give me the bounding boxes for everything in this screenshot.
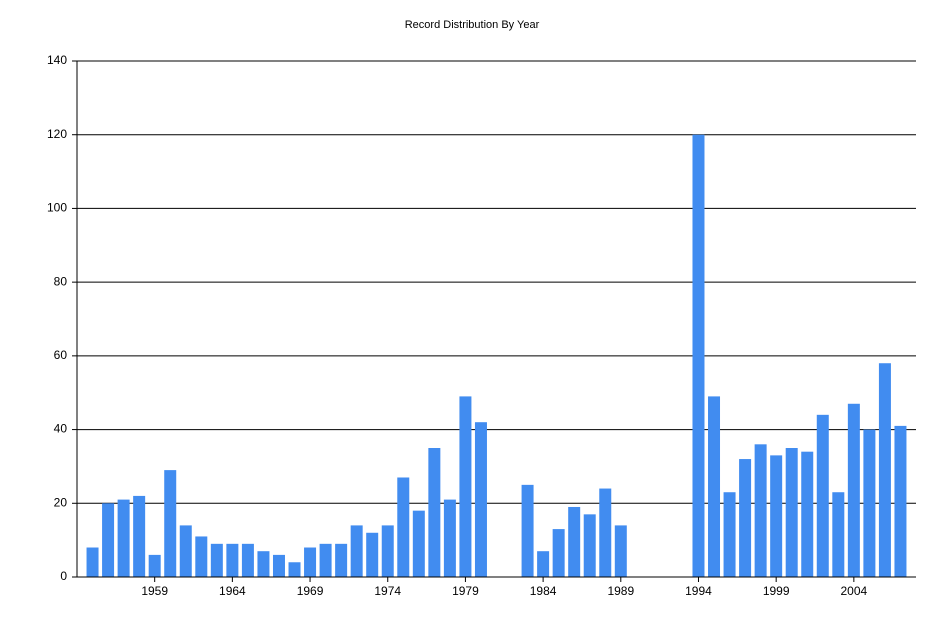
bar [552, 529, 565, 577]
y-tick-label: 40 [54, 422, 68, 436]
bar [319, 543, 332, 577]
x-tick-label: 1999 [763, 584, 790, 598]
bar [723, 492, 736, 577]
x-tick-label: 1979 [452, 584, 479, 598]
bar [614, 525, 627, 577]
bar [288, 562, 301, 577]
bar [739, 459, 752, 577]
bar [568, 506, 581, 577]
bar [708, 396, 721, 577]
x-tick-label: 2004 [841, 584, 868, 598]
y-tick-label: 60 [54, 348, 68, 362]
x-tick-label: 1984 [530, 584, 557, 598]
bar [847, 403, 860, 577]
y-tick-label: 100 [47, 201, 67, 215]
bar [583, 514, 596, 577]
bar [381, 525, 394, 577]
bar [521, 484, 534, 577]
bar [785, 448, 798, 577]
bar [397, 477, 410, 577]
bar [210, 543, 223, 577]
y-tick-label: 120 [47, 127, 67, 141]
y-tick-label: 20 [54, 495, 68, 509]
bar [692, 134, 705, 577]
bar [350, 525, 363, 577]
y-tick-label: 80 [54, 274, 68, 288]
bar [832, 492, 845, 577]
x-tick-label: 1974 [374, 584, 401, 598]
bar [816, 414, 829, 577]
chart-title: Record Distribution By Year [405, 19, 540, 31]
bar [801, 451, 814, 577]
bar [272, 554, 285, 577]
bar [537, 551, 550, 577]
y-tick-label: 140 [47, 53, 67, 67]
bar [443, 499, 456, 577]
bar [257, 551, 270, 577]
bar [304, 547, 317, 577]
bar [241, 543, 254, 577]
bar [366, 532, 379, 577]
bar [335, 543, 348, 577]
bar [770, 455, 783, 577]
bar [179, 525, 192, 577]
bar [428, 448, 441, 577]
bar [226, 543, 239, 577]
bar [474, 422, 487, 577]
bar [86, 547, 99, 577]
bar [412, 510, 425, 577]
bar [102, 503, 115, 577]
bar [133, 495, 146, 577]
bar [878, 363, 891, 577]
x-tick-label: 1964 [219, 584, 246, 598]
bar [117, 499, 130, 577]
x-tick-label: 1969 [297, 584, 324, 598]
bar [599, 488, 612, 577]
bar [195, 536, 208, 577]
bar [164, 470, 177, 577]
bar [894, 425, 907, 577]
bar [863, 429, 876, 577]
x-tick-label: 1994 [685, 584, 712, 598]
y-tick-label: 0 [60, 569, 67, 583]
bar [459, 396, 472, 577]
x-tick-label: 1959 [141, 584, 168, 598]
x-tick-label: 1989 [607, 584, 634, 598]
bar [754, 444, 767, 577]
bar [148, 554, 161, 577]
